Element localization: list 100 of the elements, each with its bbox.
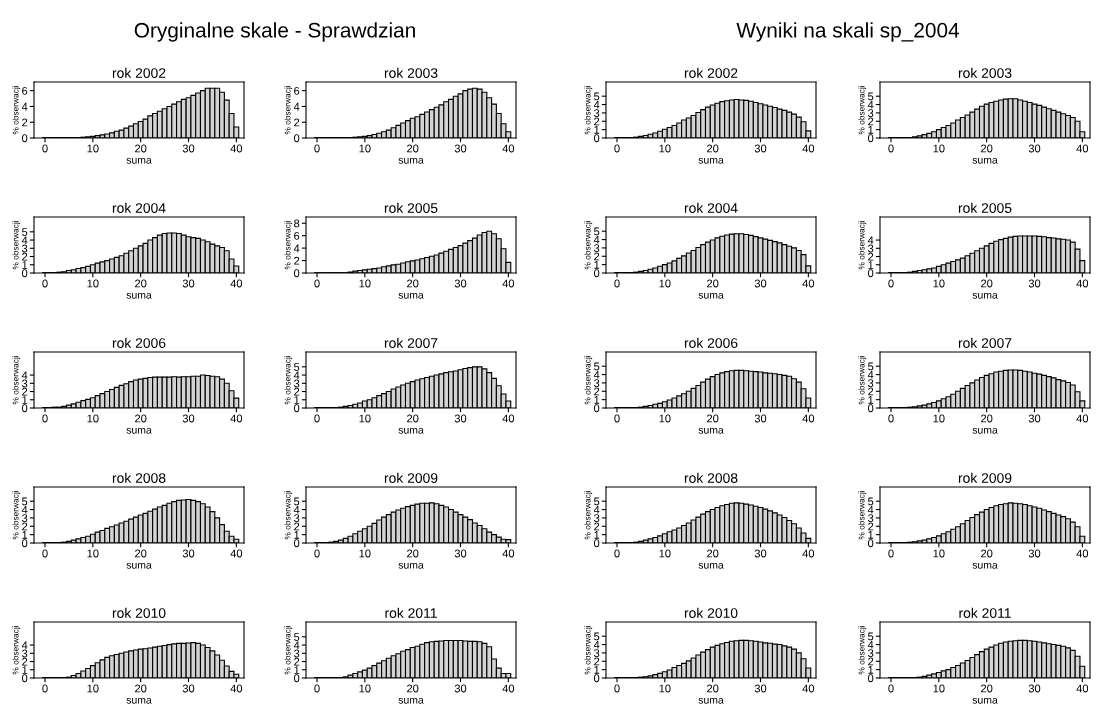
x-axis-title: suma xyxy=(698,562,724,569)
y-tick-label: 3 xyxy=(593,244,600,253)
y-tick-label: 1 xyxy=(594,126,600,134)
x-tick-label: 40 xyxy=(502,414,515,423)
chart-title: rok 2004 xyxy=(684,202,738,213)
y-axis-title: % obserwacji xyxy=(12,491,21,540)
y-axis-title: % obserwacji xyxy=(584,626,593,675)
y-tick-label: 2 xyxy=(594,657,600,666)
x-axis-title: suma xyxy=(698,697,724,704)
y-tick-label: 2 xyxy=(294,657,300,666)
y-tick-label: 1 xyxy=(294,666,300,674)
x-tick-label: 20 xyxy=(707,279,719,288)
y-tick-label: 4 xyxy=(867,505,874,514)
x-tick-label: 40 xyxy=(1076,684,1089,693)
y-tick-label: 4 xyxy=(21,641,28,650)
y-axis-title: % obserwacji xyxy=(284,491,293,540)
x-tick-label: 0 xyxy=(42,549,48,558)
y-axis-title: % obserwacji xyxy=(12,86,21,135)
y-axis-title: % obserwacji xyxy=(12,356,21,405)
y-tick-label: 5 xyxy=(594,227,600,236)
y-tick-label: 1 xyxy=(868,666,874,674)
y-axis-title: % obserwacji xyxy=(12,221,21,270)
y-tick-label: 0 xyxy=(594,269,600,278)
y-tick-label: 5 xyxy=(22,497,28,506)
x-tick-label: 20 xyxy=(135,549,147,558)
y-tick-label: 4 xyxy=(293,244,300,253)
y-axis-title: % obserwacji xyxy=(858,221,867,270)
chart-title: rok 2002 xyxy=(684,67,738,78)
y-tick-label: 2 xyxy=(22,522,28,531)
x-axis-title: suma xyxy=(972,292,998,299)
x-tick-label: 0 xyxy=(888,549,894,558)
x-tick-label: 30 xyxy=(1028,279,1041,288)
x-tick-label: 0 xyxy=(888,414,894,423)
y-tick-label: 3 xyxy=(21,244,28,253)
x-tick-label: 40 xyxy=(502,279,515,288)
x-tick-label: 0 xyxy=(614,279,620,288)
y-tick-label: 1 xyxy=(594,396,600,404)
x-axis-title: suma xyxy=(398,562,424,569)
y-axis-title: % obserwacji xyxy=(584,86,593,135)
x-axis-title: suma xyxy=(698,157,724,164)
x-tick-label: 30 xyxy=(754,684,767,693)
y-tick-label: 6 xyxy=(294,86,300,95)
y-tick-label: 0 xyxy=(294,674,300,683)
x-tick-label: 40 xyxy=(802,414,815,423)
x-tick-label: 40 xyxy=(802,684,815,693)
y-tick-label: 8 xyxy=(294,219,300,228)
y-tick-label: 1 xyxy=(594,261,600,269)
y-tick-label: 1 xyxy=(594,531,600,539)
x-tick-label: 0 xyxy=(888,144,894,153)
x-tick-label: 20 xyxy=(407,279,419,288)
x-tick-label: 40 xyxy=(230,549,243,558)
x-axis-title: suma xyxy=(398,157,424,164)
y-tick-label: 0 xyxy=(868,539,874,548)
y-tick-label: 0 xyxy=(868,674,874,683)
x-tick-label: 30 xyxy=(454,684,467,693)
y-axis-title: % obserwacji xyxy=(284,221,293,270)
x-axis-title: suma xyxy=(126,157,152,164)
y-tick-label: 3 xyxy=(21,514,28,523)
y-tick-label: 2 xyxy=(594,387,600,396)
y-tick-label: 4 xyxy=(867,370,874,379)
x-tick-label: 10 xyxy=(87,144,99,153)
y-axis-title: % obserwacji xyxy=(858,356,867,405)
x-tick-label: 20 xyxy=(407,144,419,153)
y-tick-label: 4 xyxy=(867,100,874,109)
x-tick-label: 0 xyxy=(42,414,48,423)
y-tick-label: 1 xyxy=(868,126,874,134)
x-tick-label: 10 xyxy=(933,279,945,288)
x-axis-title: suma xyxy=(398,697,424,704)
y-tick-label: 5 xyxy=(594,92,600,101)
y-tick-label: 2 xyxy=(868,387,874,396)
y-tick-label: 5 xyxy=(868,497,874,506)
x-tick-label: 30 xyxy=(1028,144,1041,153)
y-tick-label: 1 xyxy=(294,531,300,539)
x-tick-label: 10 xyxy=(359,414,371,423)
x-tick-label: 40 xyxy=(1076,549,1089,558)
x-tick-label: 30 xyxy=(1028,549,1041,558)
x-tick-label: 0 xyxy=(42,144,48,153)
chart-title: rok 2002 xyxy=(112,67,166,78)
x-tick-label: 40 xyxy=(230,279,243,288)
x-tick-label: 0 xyxy=(42,279,48,288)
y-tick-label: 1 xyxy=(294,396,300,404)
x-axis-title: suma xyxy=(398,292,424,299)
y-tick-label: 2 xyxy=(294,387,300,396)
x-tick-label: 30 xyxy=(454,144,467,153)
y-tick-label: 0 xyxy=(594,134,600,143)
y-tick-label: 1 xyxy=(868,396,874,404)
y-tick-label: 5 xyxy=(594,632,600,641)
x-axis-title: suma xyxy=(126,562,152,569)
x-tick-label: 10 xyxy=(659,684,671,693)
x-tick-label: 30 xyxy=(1028,684,1041,693)
x-tick-label: 20 xyxy=(407,549,419,558)
chart-title: rok 2006 xyxy=(112,337,166,348)
y-tick-label: 2 xyxy=(294,522,300,531)
x-tick-label: 40 xyxy=(802,144,815,153)
y-tick-label: 0 xyxy=(594,404,600,413)
chart-title: rok 2004 xyxy=(112,202,166,213)
x-tick-label: 0 xyxy=(614,684,620,693)
y-axis-title: % obserwacji xyxy=(584,221,593,270)
y-tick-label: 1 xyxy=(22,396,28,404)
y-tick-label: 2 xyxy=(294,256,300,265)
